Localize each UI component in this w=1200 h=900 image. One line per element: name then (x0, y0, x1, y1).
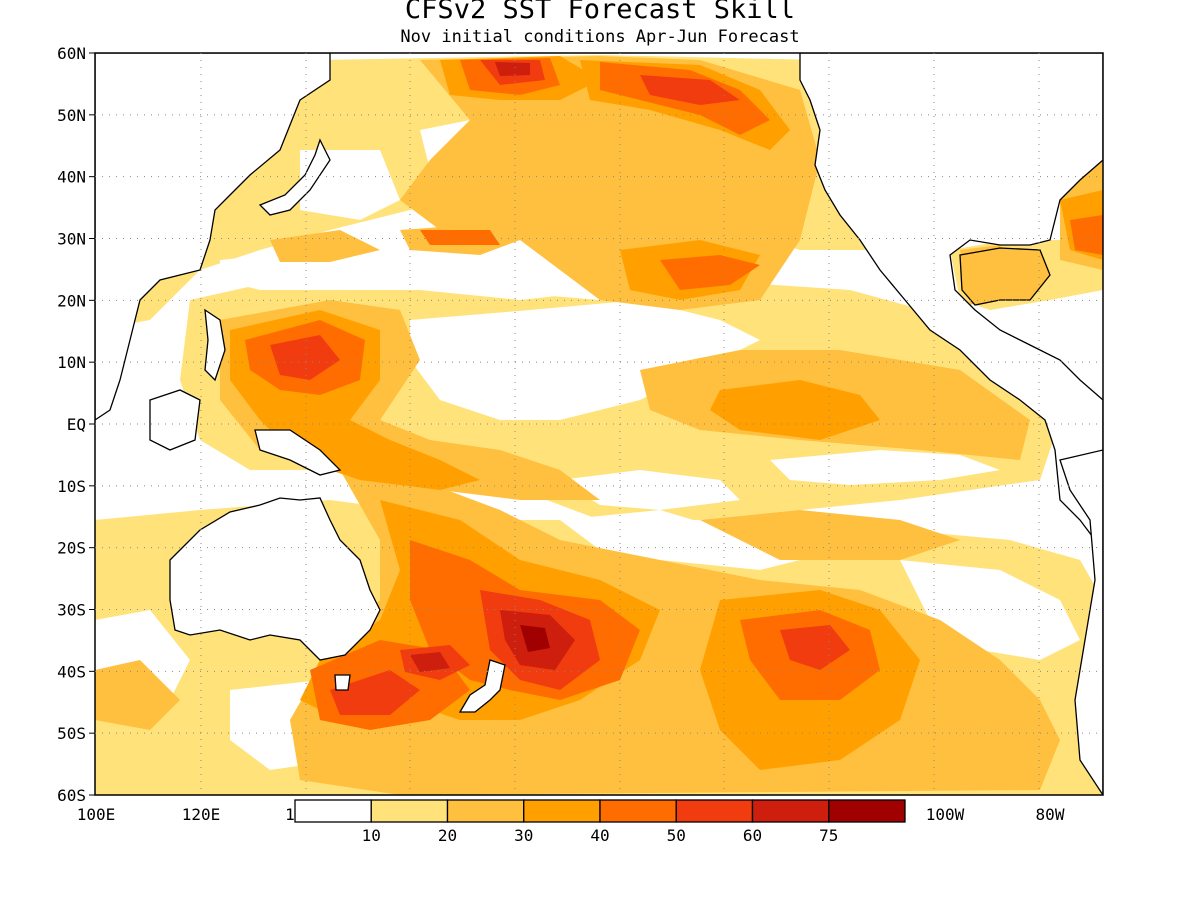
lat-label: 30N (57, 230, 86, 249)
longitude-labels: 100E 120E 1 100W 80W (77, 805, 1065, 824)
lat-label: 30S (57, 601, 86, 620)
skill-level-75-plus (520, 625, 550, 652)
philippines-outline (204, 308, 226, 382)
colorbar-swatch (523, 799, 601, 823)
coastlines (95, 53, 1103, 795)
lon-label: 100W (926, 805, 965, 824)
lon-label: 120E (182, 805, 221, 824)
gulf-of-mexico (959, 247, 1051, 306)
lat-label: 50N (57, 106, 86, 125)
colorbar-label: 10 (362, 826, 381, 845)
colorbar-label: 75 (819, 826, 838, 845)
lat-label: 20S (57, 539, 86, 558)
colorbar-label: 50 (667, 826, 686, 845)
lat-label: 10N (57, 353, 86, 372)
lon-label: 1 (285, 805, 295, 824)
lat-label: 60S (57, 786, 86, 805)
colorbar-swatch (599, 799, 677, 823)
grid-lines (95, 53, 1103, 795)
colorbar-label: 60 (743, 826, 762, 845)
lat-label: 60N (57, 44, 86, 63)
colorbar: 10 20 30 40 50 60 75 (294, 799, 906, 845)
new-guinea-outline (254, 429, 342, 476)
south-america-outline (1059, 449, 1103, 795)
australia-outline (169, 497, 381, 661)
colorbar-label: 30 (514, 826, 533, 845)
lat-label: EQ (67, 415, 86, 434)
chart-title: CFSv2 SST Forecast Skill (404, 0, 796, 25)
colorbar-swatch (751, 799, 830, 823)
colorbar-swatch (446, 799, 525, 823)
borneo-outline (149, 389, 201, 451)
lat-label: 10S (57, 477, 86, 496)
chart-subtitle: Nov initial conditions Apr-Jun Forecast (400, 27, 800, 47)
lon-label: 100E (77, 805, 116, 824)
colorbar-swatch (828, 799, 906, 823)
new-zealand-outline (458, 659, 506, 713)
lat-label: 20N (57, 291, 86, 310)
lat-label: 40N (57, 168, 86, 187)
japan-outline (258, 138, 331, 216)
colorbar-swatch (675, 799, 754, 823)
colorbar-swatch (370, 799, 449, 823)
lat-label: 50S (57, 724, 86, 743)
colorbar-label: 20 (438, 826, 457, 845)
latitude-labels: 60N 50N 40N 30N 20N 10N EQ 10S 20S 30S 40S 50S 60S (57, 44, 95, 805)
asia-outline (95, 53, 331, 421)
colorbar-swatch (294, 799, 372, 823)
lat-label: 40S (57, 662, 86, 681)
colorbar-label: 40 (590, 826, 609, 845)
tasmania-outline (334, 674, 351, 691)
lon-label: 80W (1036, 805, 1065, 824)
